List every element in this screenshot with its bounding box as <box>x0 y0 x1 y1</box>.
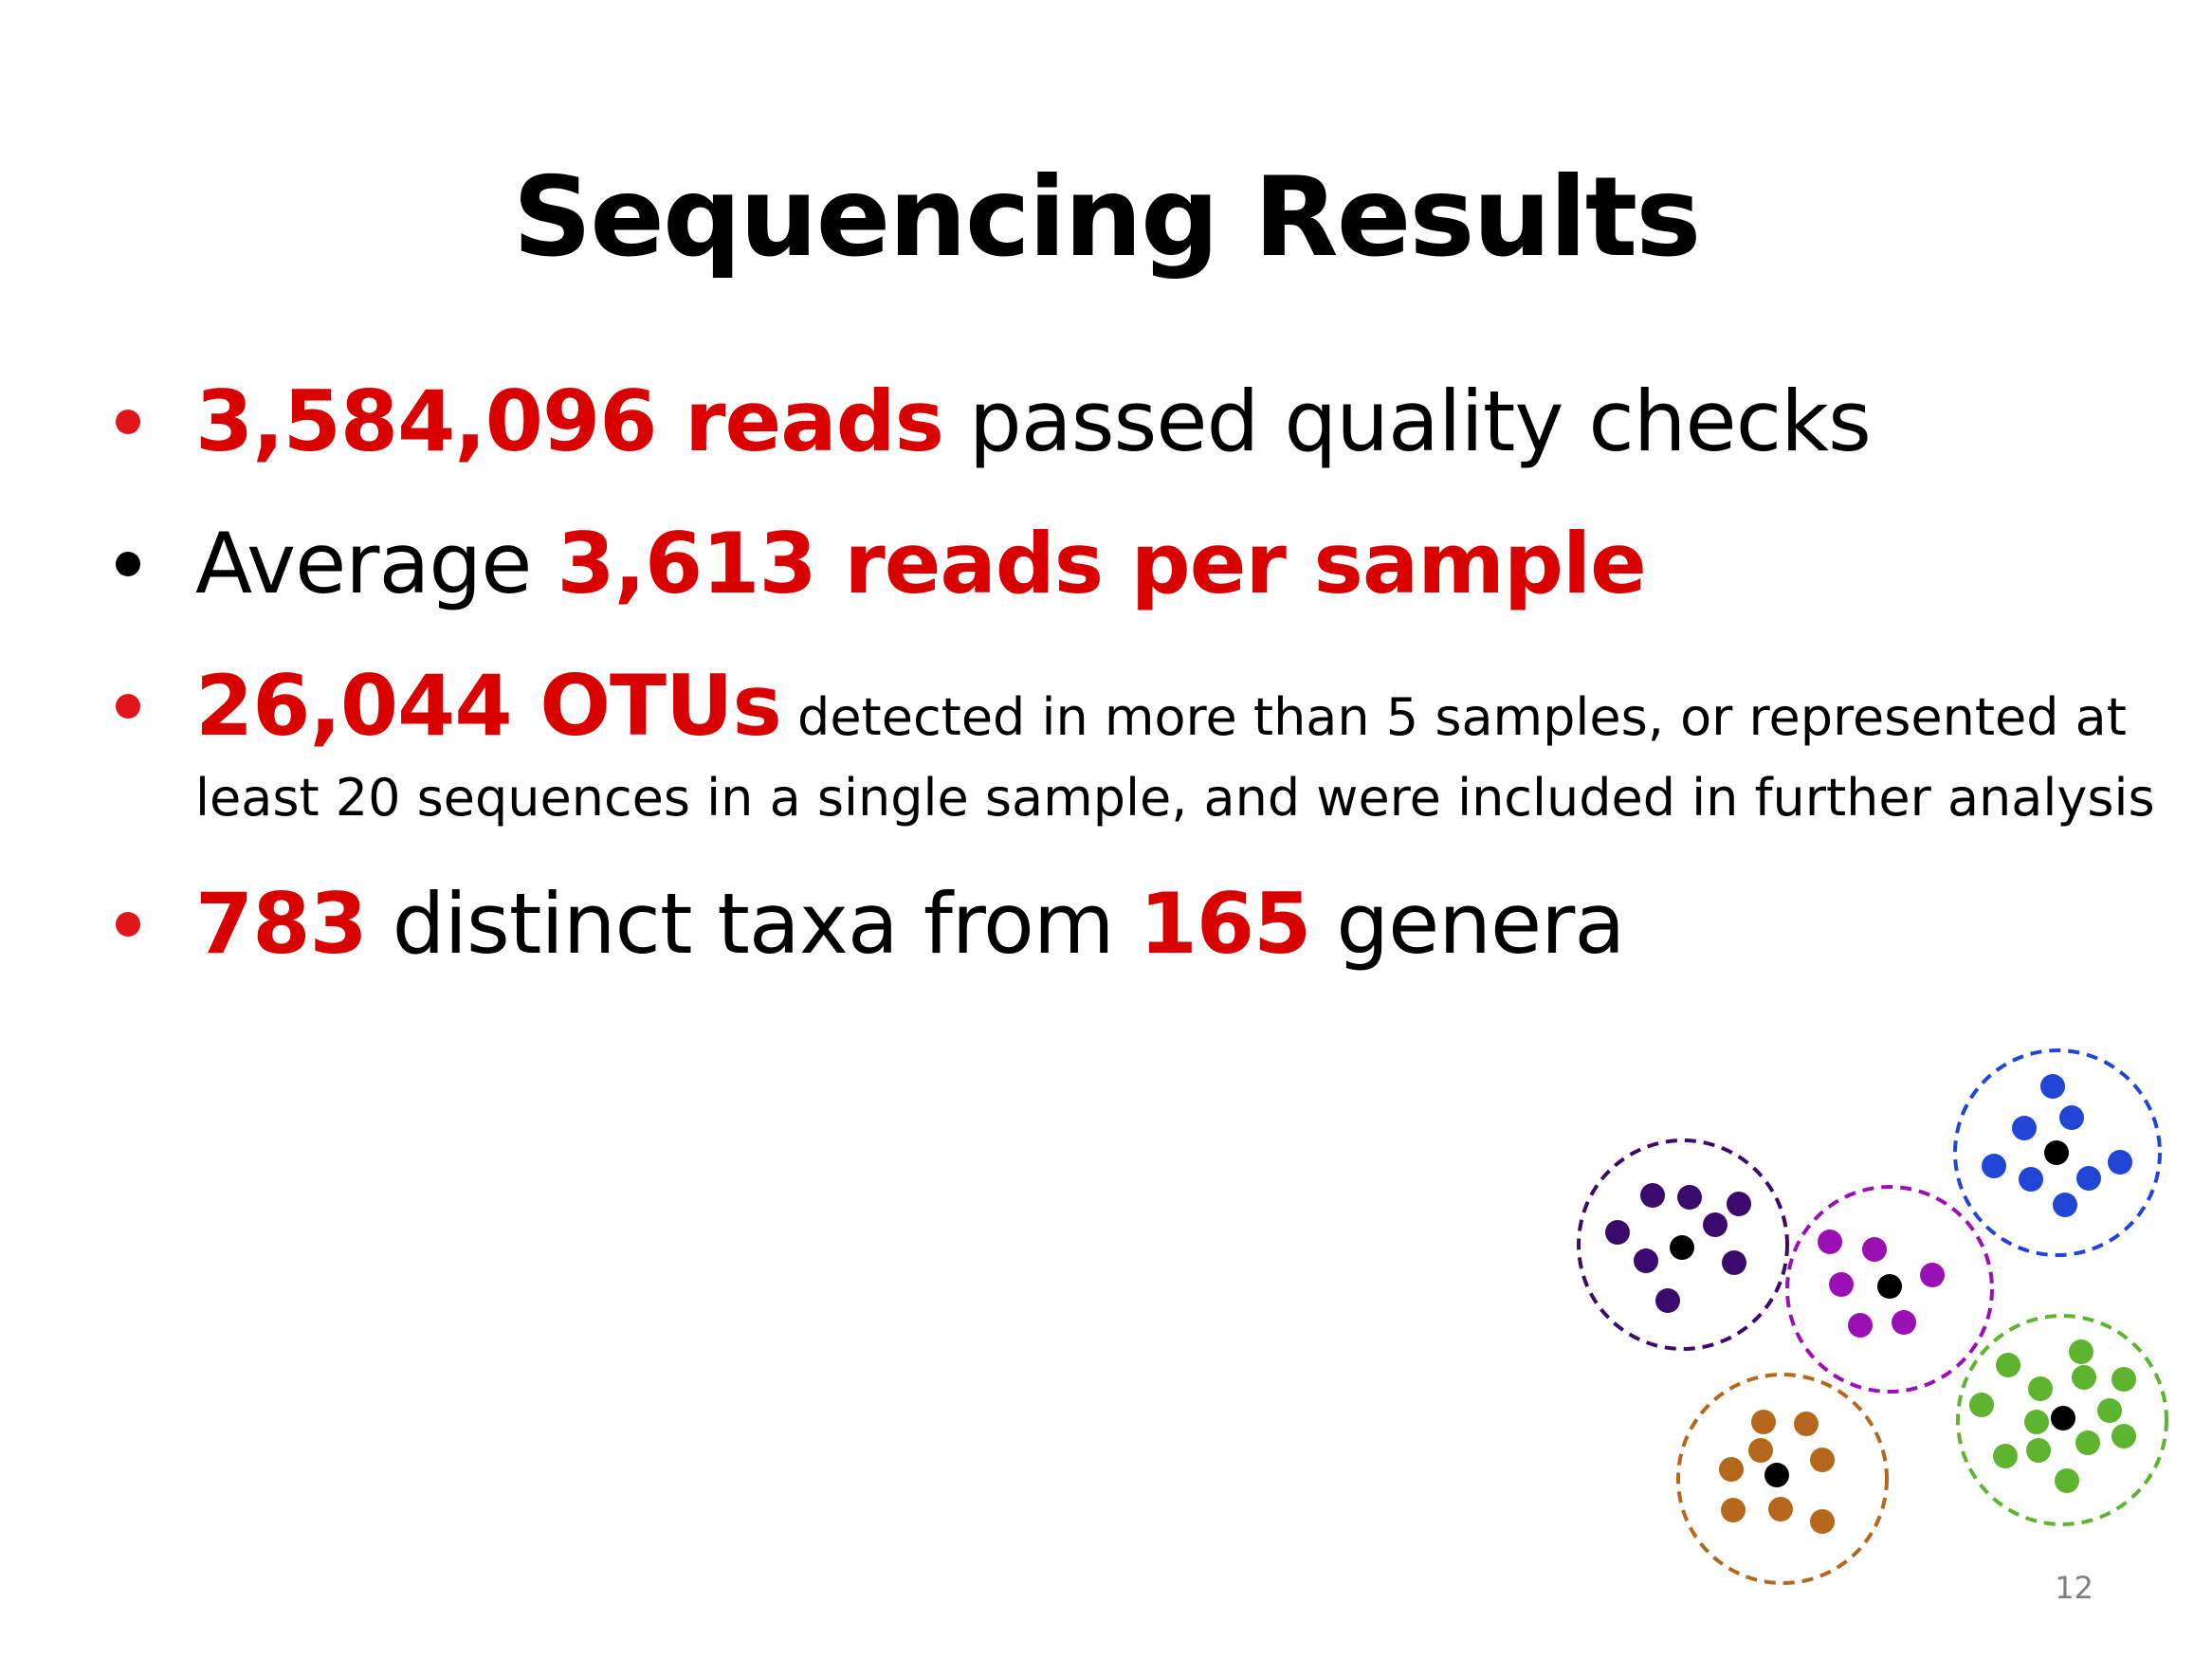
cluster-point <box>1810 1509 1835 1534</box>
highlight-reads-per-sample: 3,613 reads per sample <box>557 515 1646 612</box>
bullet-dot <box>116 552 140 576</box>
cluster-point <box>1605 1220 1630 1245</box>
cluster-point <box>1818 1230 1842 1254</box>
cluster-point <box>1920 1263 1945 1287</box>
cluster-point <box>1722 1250 1746 1275</box>
cluster-point <box>1794 1412 1819 1436</box>
cluster-point <box>2040 1074 2065 1099</box>
text-distinct-taxa: distinct taxa from <box>366 875 1140 973</box>
highlight-taxa-count: 783 <box>195 875 368 973</box>
cluster-point <box>1703 1212 1728 1237</box>
cluster-centroid <box>1670 1235 1694 1260</box>
cluster-point <box>2012 1116 2037 1140</box>
cluster-centroid <box>2044 1140 2069 1165</box>
cluster-point <box>1996 1353 2020 1377</box>
otu-cluster-green <box>1956 1314 2168 1526</box>
cluster-point <box>1810 1448 1835 1472</box>
cluster-centroid <box>1877 1274 1902 1299</box>
cluster-point <box>1993 1444 2018 1468</box>
cluster-point <box>2072 1365 2096 1390</box>
cluster-centroid <box>1764 1463 1789 1487</box>
cluster-point <box>1892 1310 1916 1335</box>
cluster-boundary <box>1577 1139 1789 1351</box>
otu-cluster-magenta <box>1785 1185 1994 1394</box>
bullet-dot <box>116 410 140 434</box>
cluster-point <box>2055 1468 2079 1493</box>
cluster-point <box>1768 1497 1793 1521</box>
cluster-point <box>2111 1424 2136 1448</box>
cluster-boundary <box>1956 1314 2168 1526</box>
cluster-point <box>2024 1410 2049 1434</box>
cluster-point <box>1969 1393 1994 1417</box>
cluster-boundary <box>1785 1185 1994 1394</box>
cluster-point <box>1982 1154 2006 1178</box>
cluster-point <box>2076 1166 2101 1191</box>
bullet-dot <box>116 694 140 719</box>
cluster-point <box>1751 1410 1776 1434</box>
text-average: Average <box>195 515 558 612</box>
highlight-genera-count: 165 <box>1139 875 1312 973</box>
bullet-dot <box>116 912 140 937</box>
cluster-point <box>1829 1272 1854 1297</box>
cluster-point <box>1719 1457 1744 1482</box>
cluster-point <box>1748 1438 1773 1463</box>
cluster-point <box>2053 1193 2077 1217</box>
bullet-text: 26,044 OTUs detected in more than 5 samp… <box>195 659 2127 765</box>
cluster-point <box>1848 1313 1873 1338</box>
cluster-point <box>1640 1183 1665 1208</box>
cluster-point <box>2075 1430 2100 1455</box>
text-genera: genera <box>1310 875 1625 973</box>
cluster-centroid <box>2051 1406 2075 1430</box>
cluster-point <box>1655 1288 1680 1313</box>
bullet-list: 3,584,096 reads passed quality checks Av… <box>116 373 2155 973</box>
bullet-continuation: least 20 sequences in a single sample, a… <box>195 768 2155 828</box>
cluster-point <box>2026 1438 2051 1463</box>
text-otu-criteria: detected in more than 5 samples, or repr… <box>780 687 2127 747</box>
cluster-point <box>1677 1185 1702 1210</box>
cluster-point <box>2069 1339 2093 1364</box>
cluster-point <box>2028 1376 2053 1401</box>
cluster-point <box>2097 1398 2122 1423</box>
cluster-point <box>2059 1105 2084 1130</box>
highlight-reads-count: 3,584,096 reads <box>195 373 944 470</box>
page-number: 12 <box>2055 1570 2093 1606</box>
cluster-point <box>1727 1192 1751 1216</box>
cluster-point <box>2108 1150 2132 1175</box>
cluster-boundary <box>1953 1048 2162 1257</box>
cluster-point <box>2019 1167 2043 1192</box>
bullet-text: Average 3,613 reads per sample <box>195 515 1647 612</box>
bullet-text: 783 distinct taxa from 165 genera <box>195 875 1625 973</box>
otu-cluster-blue <box>1953 1048 2162 1257</box>
bullet-text: 3,584,096 reads passed quality checks <box>195 373 1872 470</box>
cluster-point <box>1862 1237 1887 1262</box>
cluster-point <box>1634 1248 1658 1273</box>
otu-cluster-dark-purple <box>1577 1139 1789 1351</box>
cluster-point <box>1721 1498 1746 1522</box>
text-passed-quality: passed quality checks <box>942 373 1872 470</box>
cluster-boundary <box>1676 1373 1889 1585</box>
highlight-otu-count: 26,044 OTUs <box>195 657 782 755</box>
slide-title: Sequencing Results <box>512 154 1702 282</box>
cluster-point <box>2111 1367 2136 1392</box>
otu-cluster-orange <box>1676 1373 1889 1585</box>
